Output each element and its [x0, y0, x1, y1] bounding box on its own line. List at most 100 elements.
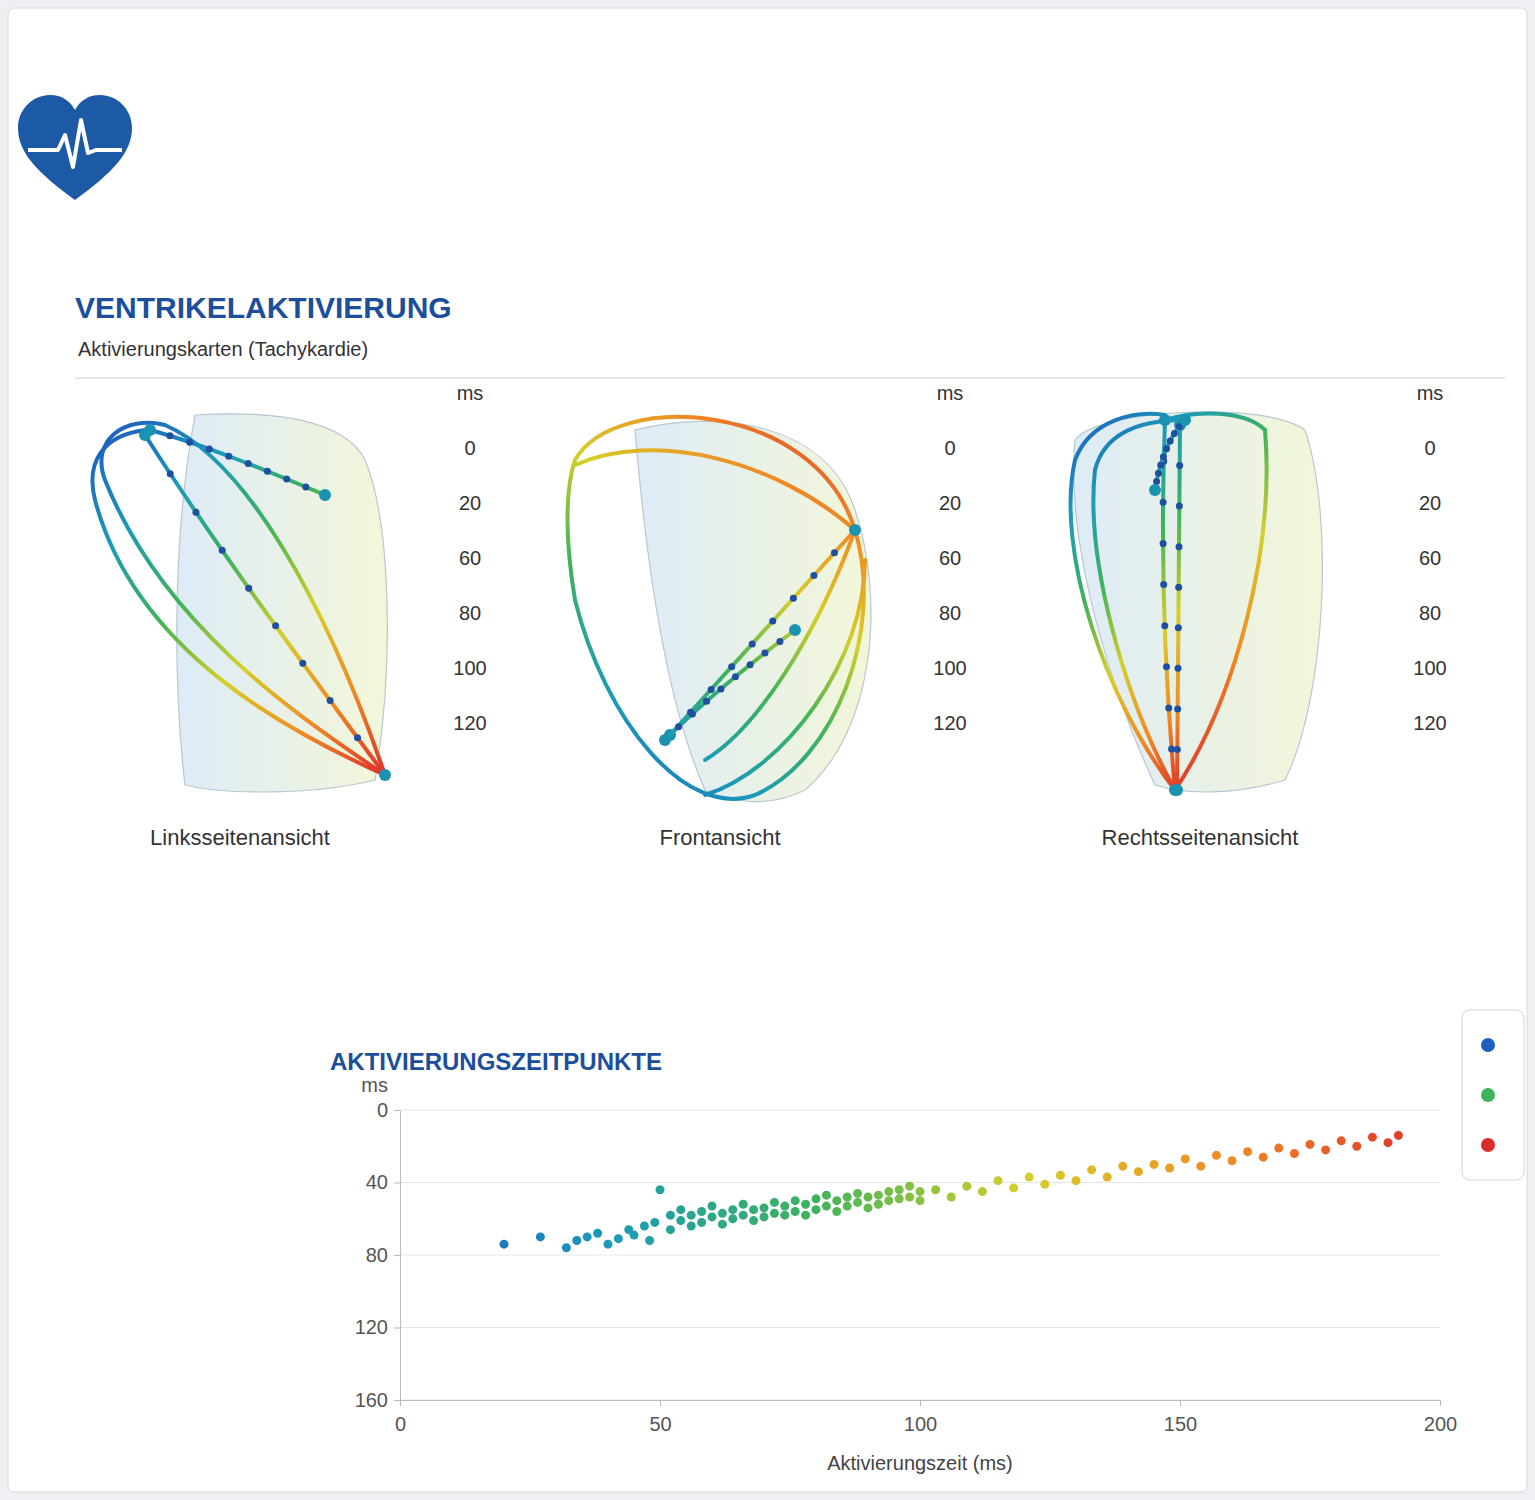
activation-dot [769, 618, 776, 625]
scatter-point [916, 1187, 925, 1196]
scatter-point [770, 1198, 779, 1207]
x-tick-label: 150 [1164, 1413, 1197, 1435]
scatter-point [801, 1200, 810, 1209]
x-tick-label: 50 [649, 1413, 671, 1435]
x-tick: 50 [649, 1400, 671, 1435]
scale-label: 60 [939, 547, 961, 569]
scale-label: 100 [453, 657, 486, 679]
activation-dot [761, 650, 768, 657]
activation-dot [302, 484, 309, 491]
scatter-point [676, 1205, 685, 1214]
scatter-point [572, 1236, 581, 1245]
scatter-point [801, 1211, 810, 1220]
activation-dot [1175, 584, 1182, 591]
activation-dot [167, 470, 174, 477]
scatter-point [1150, 1160, 1159, 1169]
scatter-point [947, 1193, 956, 1202]
x-tick-mark [1440, 1400, 1441, 1406]
grid-line [400, 1327, 1440, 1328]
scatter-point [728, 1214, 737, 1223]
scatter-point [718, 1220, 727, 1229]
scale-label: 20 [459, 492, 481, 514]
scatter-point [884, 1187, 893, 1196]
scatter-point [562, 1243, 571, 1252]
scale-label: 0 [944, 437, 955, 459]
activation-dot [1171, 430, 1178, 437]
scatter-point [1196, 1162, 1205, 1171]
activation-node [1149, 484, 1161, 496]
activation-dot [327, 697, 334, 704]
activation-dot [831, 549, 838, 556]
scale-label: 0 [1424, 437, 1435, 459]
scatter-point [666, 1211, 675, 1220]
activation-dot [717, 685, 724, 692]
activation-path [150, 430, 325, 495]
grid-line [400, 1182, 1440, 1183]
scatter-point [645, 1236, 654, 1245]
scatter-point [708, 1202, 717, 1211]
grid [400, 1110, 1440, 1400]
activation-dot [264, 468, 271, 475]
scatter-point [1394, 1131, 1403, 1140]
scatter-point [1165, 1164, 1174, 1173]
scatter-point [1181, 1154, 1190, 1163]
activation-dot [776, 638, 783, 645]
activation-dot [219, 547, 226, 554]
activation-dot [283, 476, 290, 483]
legend-box [1462, 1010, 1524, 1180]
scatter-point [1040, 1180, 1049, 1189]
scatter-point [931, 1185, 940, 1194]
activation-dot [1175, 665, 1182, 672]
scatter-point [1212, 1151, 1221, 1160]
x-tick: 100 [904, 1400, 937, 1435]
scatter-point [780, 1202, 789, 1211]
activation-dot [1167, 437, 1174, 444]
activation-dot [1160, 499, 1167, 506]
activation-path [1071, 414, 1175, 790]
scatter-point [843, 1193, 852, 1202]
y-tick-mark [394, 1110, 400, 1111]
ventricle-surface [177, 414, 388, 792]
activation-dot [1175, 624, 1182, 631]
activation-dot [299, 660, 306, 667]
activation-dot [675, 723, 682, 730]
scale-label: 80 [1419, 602, 1441, 624]
scatter-point [812, 1205, 821, 1214]
scatter-point [760, 1212, 769, 1221]
activation-dot [732, 673, 739, 680]
activation-node [1171, 784, 1183, 796]
activation-dot [810, 572, 817, 579]
activation-path [705, 530, 855, 760]
view-panel: ms0206080100120Linksseitenansicht [92, 382, 486, 850]
activation-node [144, 424, 156, 436]
activation-dot [703, 698, 710, 705]
scale-label: 20 [939, 492, 961, 514]
x-tick-mark [660, 1400, 661, 1406]
scale-label: 60 [1419, 547, 1441, 569]
scale-unit: ms [1417, 382, 1444, 404]
activation-dot [1163, 663, 1170, 670]
scatter-point [1103, 1173, 1112, 1182]
scale-label: 80 [939, 602, 961, 624]
activation-dot [186, 439, 193, 446]
view-label: Frontansicht [659, 825, 780, 850]
y-tick: 120 [355, 1316, 400, 1338]
scatter-point [895, 1185, 904, 1194]
x-tick-label: 0 [395, 1413, 406, 1435]
activation-dot [1160, 453, 1167, 460]
grid-line [400, 1255, 1440, 1256]
scatter-point [536, 1232, 545, 1241]
activation-dot [1155, 470, 1162, 477]
activation-dot [1176, 543, 1183, 550]
scale-label: 100 [1413, 657, 1446, 679]
activation-dot [1163, 445, 1170, 452]
scatter-point [822, 1202, 831, 1211]
activation-path [1165, 413, 1267, 790]
scatter-point [770, 1209, 779, 1218]
scatter-point [500, 1240, 509, 1249]
logo-heart [18, 95, 132, 200]
scale-label: 100 [933, 657, 966, 679]
scatter-point [650, 1218, 659, 1227]
activation-path [145, 435, 385, 775]
activation-dot [749, 640, 756, 647]
